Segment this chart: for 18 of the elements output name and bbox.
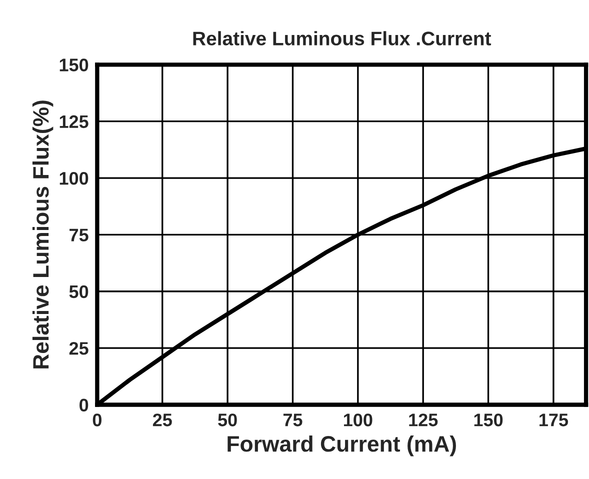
- y-tick-label: 100: [60, 172, 88, 185]
- x-tick-label: 175: [540, 414, 568, 426]
- y-tick-label: 25: [69, 342, 88, 355]
- x-tick-label: 25: [152, 414, 172, 426]
- chart-title: Relative Luminous Flux .Current: [193, 31, 492, 46]
- x-tick-label: 75: [283, 414, 302, 426]
- x-tick-label: 100: [344, 414, 372, 426]
- x-tick-label: 150: [474, 414, 503, 426]
- x-axis-title: Forward Current (mA): [228, 435, 456, 456]
- y-tick-label: 75: [70, 228, 88, 242]
- y-tick-label: 125: [60, 115, 88, 128]
- x-tick-label: 50: [218, 414, 237, 426]
- x-tick-label: 125: [409, 414, 438, 426]
- y-tick-label: 50: [69, 285, 88, 298]
- y-tick-label: 0: [80, 398, 88, 412]
- x-tick-label: 0: [92, 414, 102, 426]
- y-tick-label: 150: [60, 58, 88, 72]
- y-axis-title: Relative Lumious Flux(%): [32, 100, 54, 368]
